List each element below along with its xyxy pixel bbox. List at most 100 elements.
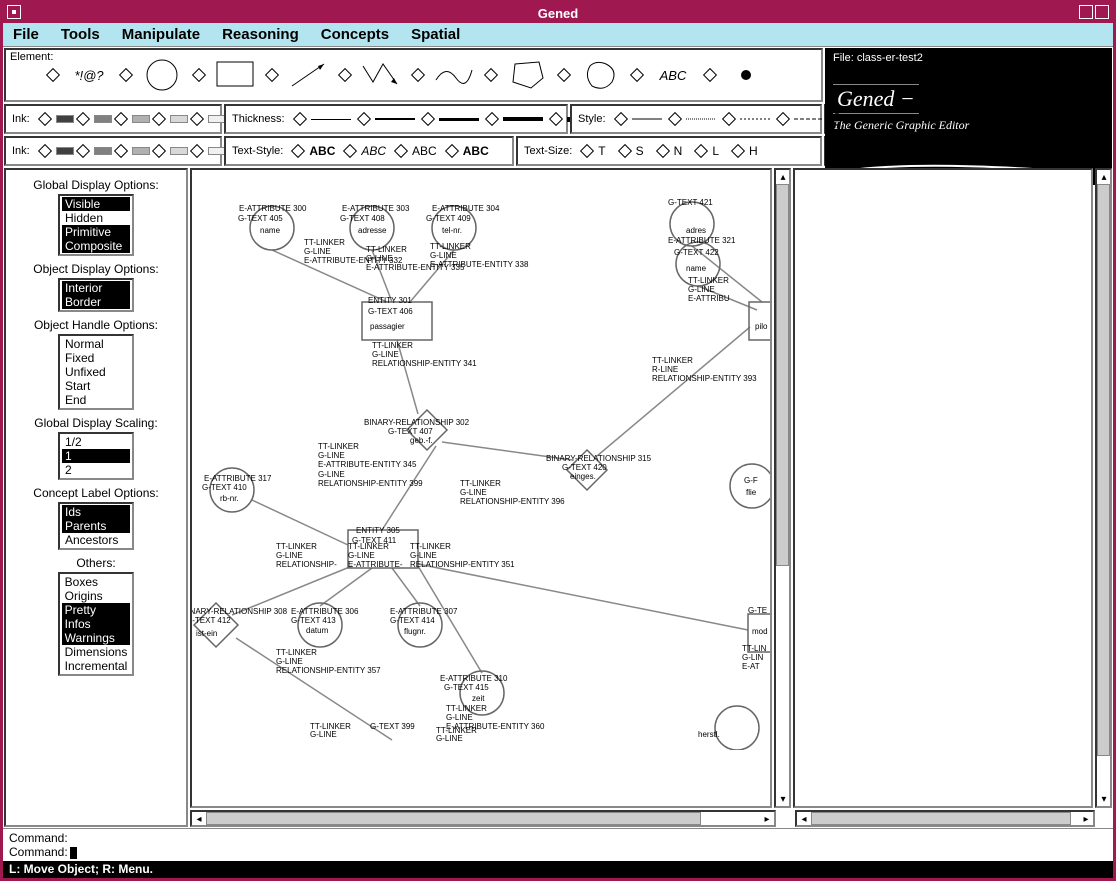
secondary-scrollbar-v[interactable]: ▴ ▾ xyxy=(1095,168,1112,808)
ink-swatch-1[interactable] xyxy=(78,146,112,156)
menu-file[interactable]: File xyxy=(13,26,39,43)
sidebar-option-incremental[interactable]: Incremental xyxy=(62,659,131,673)
wm-menu-button[interactable] xyxy=(7,5,21,19)
canvas-label: G-TEXT 410 xyxy=(202,483,247,492)
textstyle-0[interactable]: ABC xyxy=(293,144,335,158)
ink-swatch-4[interactable] xyxy=(192,146,226,156)
main-scrollbar-h[interactable]: ◂ ▸ xyxy=(190,810,776,827)
ink-swatch-3[interactable] xyxy=(154,146,188,156)
ink-label-2: Ink: xyxy=(12,145,30,157)
textsize-T[interactable]: T xyxy=(582,144,605,158)
canvas-label: G-LIN xyxy=(742,653,763,662)
canvas-label: TT-LINKER xyxy=(372,341,413,350)
thickness-label: Thickness: xyxy=(232,113,285,125)
textstyle-2[interactable]: ABC xyxy=(396,144,437,158)
sidebar-option-boxes[interactable]: Boxes xyxy=(62,575,131,589)
thickness-4[interactable] xyxy=(487,114,543,124)
tool-line[interactable] xyxy=(267,56,334,94)
text-style-panel: Text-Style: ABCABCABCABC xyxy=(224,136,514,166)
sidebar-option-unfixed[interactable]: Unfixed xyxy=(62,365,130,379)
linestyle-dotted[interactable] xyxy=(724,114,770,124)
textsize-L[interactable]: L xyxy=(696,144,719,158)
ink-swatch-0[interactable] xyxy=(40,146,74,156)
tool-circle[interactable] xyxy=(121,56,188,94)
sidebar-option-normal[interactable]: Normal xyxy=(62,337,130,351)
ink-swatch-2[interactable] xyxy=(116,146,150,156)
ink-swatch-0[interactable] xyxy=(40,114,74,124)
textsize-N[interactable]: N xyxy=(658,144,683,158)
sidebar-option-fixed[interactable]: Fixed xyxy=(62,351,130,365)
linestyle-dashed[interactable] xyxy=(832,114,878,124)
sidebar-option-end[interactable]: End xyxy=(62,393,130,407)
sidebar-option-ids[interactable]: Ids xyxy=(62,505,130,519)
sidebar-section-list: BoxesOriginsPrettyInfosWarningsDimension… xyxy=(58,572,135,676)
thickness-3[interactable] xyxy=(423,114,479,124)
canvas-label: adresse xyxy=(358,226,386,235)
tool-point[interactable] xyxy=(705,56,772,94)
text-size-panel: Text-Size: TSNLH xyxy=(516,136,822,166)
menu-reasoning[interactable]: Reasoning xyxy=(222,26,299,43)
sidebar-option-ancestors[interactable]: Ancestors xyxy=(62,533,130,547)
linestyle-dashed-fine[interactable] xyxy=(778,114,824,124)
tool-polyline-arrow[interactable] xyxy=(340,56,407,94)
linestyle-solid[interactable] xyxy=(616,114,662,124)
tool-rect[interactable] xyxy=(194,56,261,94)
thickness-2[interactable] xyxy=(359,114,415,124)
sidebar-option-border[interactable]: Border xyxy=(62,295,130,309)
sidebar-option-interior[interactable]: Interior xyxy=(62,281,130,295)
sidebar-option-start[interactable]: Start xyxy=(62,379,130,393)
textsize-S[interactable]: S xyxy=(620,144,644,158)
main-canvas[interactable]: E-ATTRIBUTE 300G-TEXT 405nameE-ATTRIBUTE… xyxy=(190,168,772,808)
element-label: Element: xyxy=(10,51,53,63)
textsize-H[interactable]: H xyxy=(733,144,758,158)
canvas-label: TT-LINKER xyxy=(430,242,471,251)
wm-max-button[interactable] xyxy=(1095,5,1109,19)
sidebar-section-title: Object Handle Options: xyxy=(10,318,182,332)
secondary-scrollbar-h[interactable]: ◂ ▸ xyxy=(795,810,1095,827)
tool-blob[interactable] xyxy=(559,56,626,94)
sidebar-option-dimensions[interactable]: Dimensions xyxy=(62,645,131,659)
sidebar-option-infos[interactable]: Infos xyxy=(62,617,131,631)
canvas-label: G-LINE xyxy=(460,488,487,497)
thickness-1[interactable] xyxy=(295,114,351,124)
textstyle-3[interactable]: ABC xyxy=(447,144,489,158)
canvas-label: tel-nr. xyxy=(442,226,462,235)
linestyle-dotted-fine[interactable] xyxy=(670,114,716,124)
menu-tools[interactable]: Tools xyxy=(61,26,100,43)
ink-swatch-1[interactable] xyxy=(78,114,112,124)
sidebar-option-12[interactable]: 1/2 xyxy=(62,435,130,449)
sidebar-option-origins[interactable]: Origins xyxy=(62,589,131,603)
menu-spatial[interactable]: Spatial xyxy=(411,26,460,43)
main-scrollbar-v[interactable]: ▴ ▾ xyxy=(774,168,791,808)
menu-manipulate[interactable]: Manipulate xyxy=(122,26,200,43)
canvas-label: G-LINE xyxy=(430,251,457,260)
style-label: Style: xyxy=(578,113,606,125)
canvas-label: TT-LINKER xyxy=(688,276,729,285)
ink-swatch-2[interactable] xyxy=(116,114,150,124)
sidebar-option-parents[interactable]: Parents xyxy=(62,519,130,533)
ink-swatch-3[interactable] xyxy=(154,114,188,124)
sidebar-option-primitive[interactable]: Primitive xyxy=(62,225,130,239)
tool-text[interactable]: ABC xyxy=(632,56,699,94)
command-bar: Command: Command: xyxy=(3,828,1113,861)
sidebar-option-composite[interactable]: Composite xyxy=(62,239,130,253)
sidebar-option-1[interactable]: 1 xyxy=(62,449,130,463)
tool-polygon[interactable] xyxy=(486,56,553,94)
sidebar-option-pretty[interactable]: Pretty xyxy=(62,603,131,617)
canvas-label: name xyxy=(260,226,280,235)
tool-composite[interactable]: *!@? xyxy=(48,56,115,94)
sidebar-option-warnings[interactable]: Warnings xyxy=(62,631,131,645)
canvas-label: TT-LINKER xyxy=(652,356,693,365)
menu-concepts[interactable]: Concepts xyxy=(321,26,389,43)
sidebar-option-2[interactable]: 2 xyxy=(62,463,130,477)
tool-curve[interactable] xyxy=(413,56,480,94)
sidebar-option-hidden[interactable]: Hidden xyxy=(62,211,130,225)
secondary-canvas[interactable] xyxy=(793,168,1093,808)
app-logo: Gened − xyxy=(833,84,919,114)
sidebar-option-visible[interactable]: Visible xyxy=(62,197,130,211)
ink-swatch-4[interactable] xyxy=(192,114,226,124)
command-line-2[interactable]: Command: xyxy=(9,845,1107,859)
canvas-label: G-LINE xyxy=(304,247,331,256)
textstyle-1[interactable]: ABC xyxy=(345,144,386,158)
wm-min-button[interactable] xyxy=(1079,5,1093,19)
